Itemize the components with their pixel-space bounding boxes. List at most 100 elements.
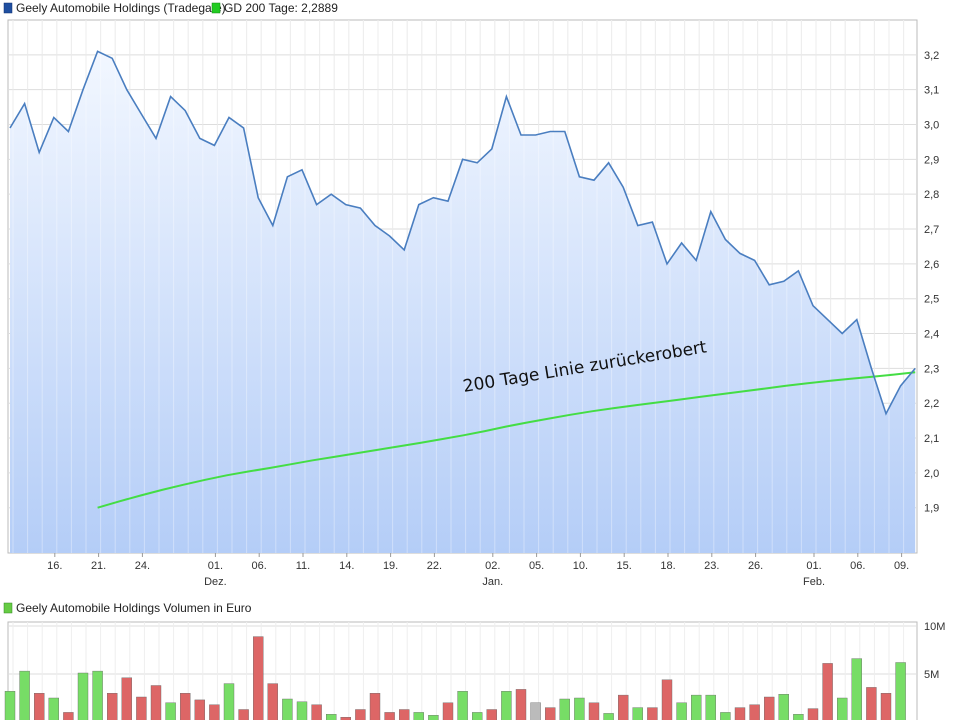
volume-bar — [399, 709, 410, 725]
x-tick-label: 19. — [383, 560, 398, 572]
volume-bar — [63, 712, 74, 725]
volume-bar — [530, 702, 541, 725]
legend-label-gd200: GD 200 Tage: 2,2889 — [224, 1, 338, 15]
price-x-axis: 16. 21. 24. 01. Dez. 06. 11. 14. 19. 22. 02. Jan. 05… — [47, 553, 909, 588]
volume-bar — [106, 693, 118, 725]
volume-bar — [603, 713, 614, 725]
volume-bar — [764, 696, 775, 725]
x-tick-label: 23. — [704, 560, 719, 572]
volume-bar — [238, 709, 249, 725]
volume-bar — [150, 685, 162, 725]
y-tick-label: 2,4 — [924, 329, 939, 341]
x-tick-month-label: Dez. — [204, 576, 227, 588]
x-tick-label: 10. — [573, 560, 588, 572]
volume-bar — [194, 699, 206, 725]
x-tick-label: 06. — [252, 560, 267, 572]
volume-bar — [136, 696, 147, 725]
volume-bar — [252, 636, 264, 725]
volume-bar — [618, 694, 629, 725]
volume-bar — [369, 693, 381, 725]
y-tick-label: 2,6 — [924, 259, 939, 271]
volume-bar — [515, 689, 527, 725]
x-tick-label: 06. — [850, 560, 865, 572]
volume-bar — [866, 687, 877, 725]
volume-bar — [588, 702, 600, 725]
volume-bar — [778, 694, 789, 725]
volume-bar — [413, 712, 424, 725]
volume-bar — [705, 694, 716, 725]
volume-bar — [92, 670, 103, 725]
volume-bar — [209, 704, 220, 725]
x-tick-label: 14. — [339, 560, 354, 572]
volume-bar — [428, 715, 439, 725]
volume-bar — [472, 712, 483, 725]
x-tick-label: 09. — [894, 560, 909, 572]
gd200-line — [97, 371, 916, 509]
y-tick-label: 3,2 — [924, 50, 939, 62]
x-tick-month-label: Jan. — [482, 576, 503, 588]
price-y-axis: 1,9 2,0 2,1 2,2 2,3 2,4 2,5 2,6 2,7 2,8 2,9 3,0 3,1 3… — [924, 50, 939, 515]
volume-bar — [355, 709, 366, 725]
y-tick-label: 2,0 — [924, 468, 939, 480]
volume-y-tick-label: 10M — [924, 621, 945, 633]
volume-y-axis: 10M 5M — [924, 621, 945, 681]
volume-bar — [807, 708, 819, 725]
legend-swatch-gd200 — [211, 2, 221, 14]
x-tick-label: 11. — [296, 560, 310, 572]
volume-bar — [384, 712, 395, 725]
volume-bar — [311, 704, 322, 725]
volume-bar — [77, 672, 89, 725]
volume-bar — [734, 707, 746, 725]
volume-bar — [691, 694, 702, 725]
legend-label-volume: Geely Automobile Holdings Volumen in Eur… — [16, 601, 252, 615]
volume-bar — [837, 697, 848, 725]
y-tick-label: 2,2 — [924, 398, 939, 410]
volume-bar — [880, 693, 892, 725]
x-tick-label: 24. — [135, 560, 150, 572]
y-tick-label: 1,9 — [924, 503, 939, 515]
volume-bar — [121, 677, 133, 725]
volume-bar — [720, 712, 731, 725]
volume-bar — [661, 679, 673, 725]
y-tick-label: 2,7 — [924, 224, 939, 236]
x-tick-label: 21. — [91, 560, 106, 572]
legend-label-price: Geely Automobile Holdings (Tradegate) — [16, 1, 226, 15]
legend-swatch-volume — [3, 602, 13, 614]
volume-bar — [545, 707, 556, 725]
volume-bar — [457, 691, 468, 725]
volume-bar — [793, 714, 804, 725]
price-area-fill — [10, 51, 916, 554]
x-tick-label: 16. — [47, 560, 62, 572]
volume-bar — [179, 693, 191, 725]
y-tick-label: 3,1 — [924, 85, 939, 97]
y-tick-label: 3,0 — [924, 120, 939, 132]
x-tick-label: 22. — [427, 560, 442, 572]
y-tick-label: 2,3 — [924, 363, 939, 375]
x-tick-label: 05. — [529, 560, 544, 572]
y-tick-label: 2,8 — [924, 189, 939, 201]
volume-bar — [267, 683, 278, 725]
volume-bar — [632, 707, 643, 725]
volume-bar — [851, 658, 862, 725]
volume-bar — [296, 701, 308, 725]
volume-bar — [486, 709, 497, 725]
volume-bar — [326, 714, 337, 725]
x-tick-month-label: Feb. — [803, 576, 825, 588]
volume-bar — [822, 663, 833, 725]
y-tick-label: 2,9 — [924, 154, 939, 166]
volume-y-tick-label: 5M — [924, 669, 939, 681]
volume-bar — [34, 693, 45, 725]
volume-bar — [647, 707, 658, 725]
volume-bar — [676, 702, 687, 725]
volume-bar — [48, 697, 59, 725]
x-tick-label: 15. — [617, 560, 632, 572]
x-tick-label: 02. — [485, 560, 500, 572]
volume-bar — [442, 702, 454, 725]
volume-bar — [223, 683, 235, 725]
x-tick-label: 26. — [748, 560, 763, 572]
volume-bars — [4, 636, 906, 725]
volume-bar — [4, 691, 16, 725]
price-grid-overlay — [12, 20, 905, 553]
y-tick-label: 2,5 — [924, 294, 939, 306]
